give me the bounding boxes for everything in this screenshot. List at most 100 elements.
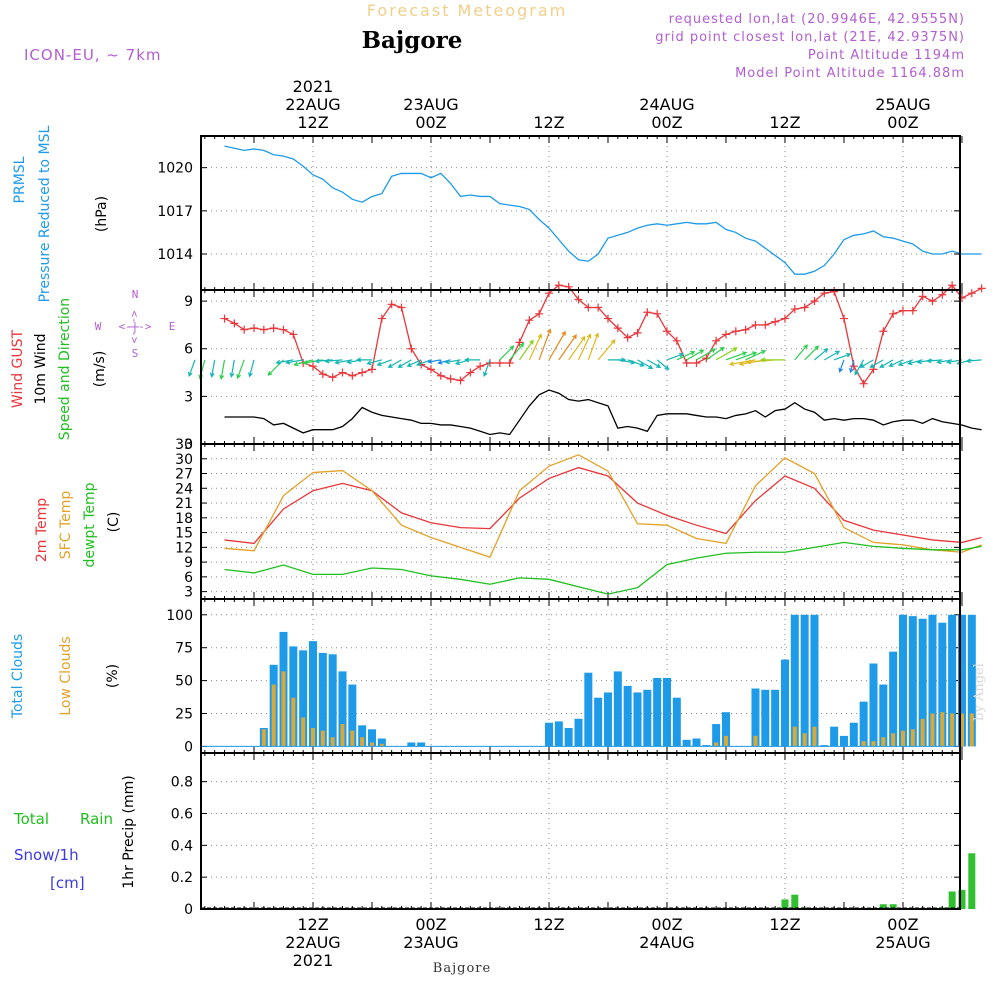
wind-ytick-label: 6: [184, 342, 193, 358]
gust-point: [977, 284, 986, 293]
precip-panel-labels: Total Rain Snow/1h [cm] 1hr Precip (mm): [13, 775, 137, 892]
pressure-panel: 1014 1017 1020: [157, 135, 982, 291]
compass-west: W: [95, 320, 102, 333]
gust-point: [662, 327, 671, 336]
credit-watermark: by Angel: [972, 663, 987, 721]
wind-arrow: [705, 346, 725, 361]
gust-point: [505, 359, 514, 368]
gust-point: [712, 336, 721, 345]
clouds-unit-label: (%): [105, 664, 121, 688]
gust-point: [466, 368, 475, 377]
wind-arrow: [879, 359, 894, 368]
total-clouds-bar: [308, 641, 317, 747]
wind-arrow: [275, 359, 294, 365]
wind-arrow: [454, 359, 471, 366]
wind-arrow: [676, 350, 696, 361]
gust-point: [623, 333, 632, 342]
wind-arrow: [387, 359, 402, 368]
forecast-title: Forecast Meteogram: [367, 1, 567, 20]
gust-point: [780, 314, 789, 323]
gust-point: [240, 325, 249, 334]
top-year-label: 2021: [293, 77, 334, 96]
gust-point: [633, 328, 642, 337]
wind-arrow: [794, 344, 808, 361]
wind-10m-label: 10m Wind: [33, 333, 49, 404]
gust-point: [928, 297, 937, 306]
gust-point: [653, 309, 662, 318]
wind-arrow: [444, 359, 461, 365]
total-clouds-bar: [869, 663, 878, 747]
wind-arrow: [248, 359, 255, 378]
temp-ytick-label: 9: [184, 555, 193, 571]
wind-arrow: [854, 359, 865, 376]
grid-point-coords: grid point closest lon,lat (21E, 42.9375…: [655, 30, 965, 45]
total-clouds-label: Total Clouds: [10, 634, 26, 719]
precip-ytick-label: 0.8: [171, 775, 193, 791]
wind-arrow: [627, 359, 645, 367]
temp-ytick-label: 30: [175, 452, 193, 468]
low-clouds-bar: [281, 671, 286, 747]
low-clouds-bar: [812, 726, 817, 747]
pressure-ytick-label: 1020: [157, 161, 193, 177]
temp-ytick-label: 21: [175, 496, 193, 512]
wind-arrow: [824, 350, 841, 361]
total-clouds-bar: [790, 614, 799, 747]
low-clouds-bar: [969, 713, 974, 747]
wind-arrow: [209, 359, 216, 378]
pressure-msl-label: Pressure Reduced to MSL: [37, 125, 53, 302]
gust-point: [672, 336, 681, 345]
gust-point: [613, 324, 622, 333]
bottom-date-label: 22AUG: [285, 933, 340, 952]
gust-point: [426, 365, 435, 374]
total-clouds-bar: [702, 745, 711, 747]
wind-ytick-label: 0: [184, 437, 193, 453]
total-clouds-bar: [328, 654, 337, 747]
wind-arrow: [499, 345, 515, 361]
wind-arrow: [587, 332, 600, 361]
wind-arrow: [869, 359, 884, 368]
wind-arrow: [229, 359, 235, 378]
total-clouds-bar: [574, 718, 583, 747]
gust-point: [495, 359, 504, 368]
temp-sfc-label: SFC Temp: [58, 491, 74, 560]
wind-arrow: [666, 352, 685, 361]
gust-point: [731, 327, 740, 336]
gust-point: [515, 338, 524, 347]
low-clouds-bar: [310, 727, 315, 747]
point-altitude: Point Altitude 1194m: [808, 48, 965, 63]
pressure-unit-label: (hPa): [94, 196, 110, 232]
gust-point: [535, 309, 544, 318]
wind-arrow: [568, 335, 586, 361]
top-date-label: 25AUG: [875, 95, 930, 114]
wind-arrow: [760, 357, 785, 363]
gust-point: [879, 327, 888, 336]
gust-point: [387, 300, 396, 309]
wind-arrow: [647, 359, 662, 368]
temp-ytick-label: 27: [175, 467, 193, 483]
temp-ytick-label: 12: [175, 540, 193, 556]
precip-rain-label: Rain: [80, 810, 113, 828]
precip-total-label: Total: [13, 810, 49, 828]
gust-point: [436, 371, 445, 380]
total-clouds-bar: [672, 697, 681, 747]
wind-arrow: [376, 359, 392, 367]
total-clouds-bar: [584, 672, 593, 747]
total-clouds-bar: [603, 692, 612, 747]
low-clouds-bar: [291, 697, 296, 747]
wind-panel-labels: Wind GUST 10m Wind Speed and Direction (…: [10, 288, 175, 440]
pressure-series-line: [224, 145, 982, 275]
low-clouds-bar: [350, 730, 355, 747]
total-clouds-bar: [407, 742, 416, 747]
wind-arrow: [427, 359, 441, 364]
total-clouds-bar: [879, 684, 888, 747]
total-clouds-bar: [613, 671, 622, 747]
gust-point: [859, 379, 868, 388]
rain-bar: [958, 889, 966, 909]
gust-point: [771, 317, 780, 326]
clouds-ytick-label: 0: [184, 739, 193, 755]
wind-arrow: [686, 349, 705, 361]
gust-point: [220, 314, 229, 323]
total-clouds-bar: [299, 650, 308, 747]
top-time-label: 12Z: [769, 113, 800, 132]
